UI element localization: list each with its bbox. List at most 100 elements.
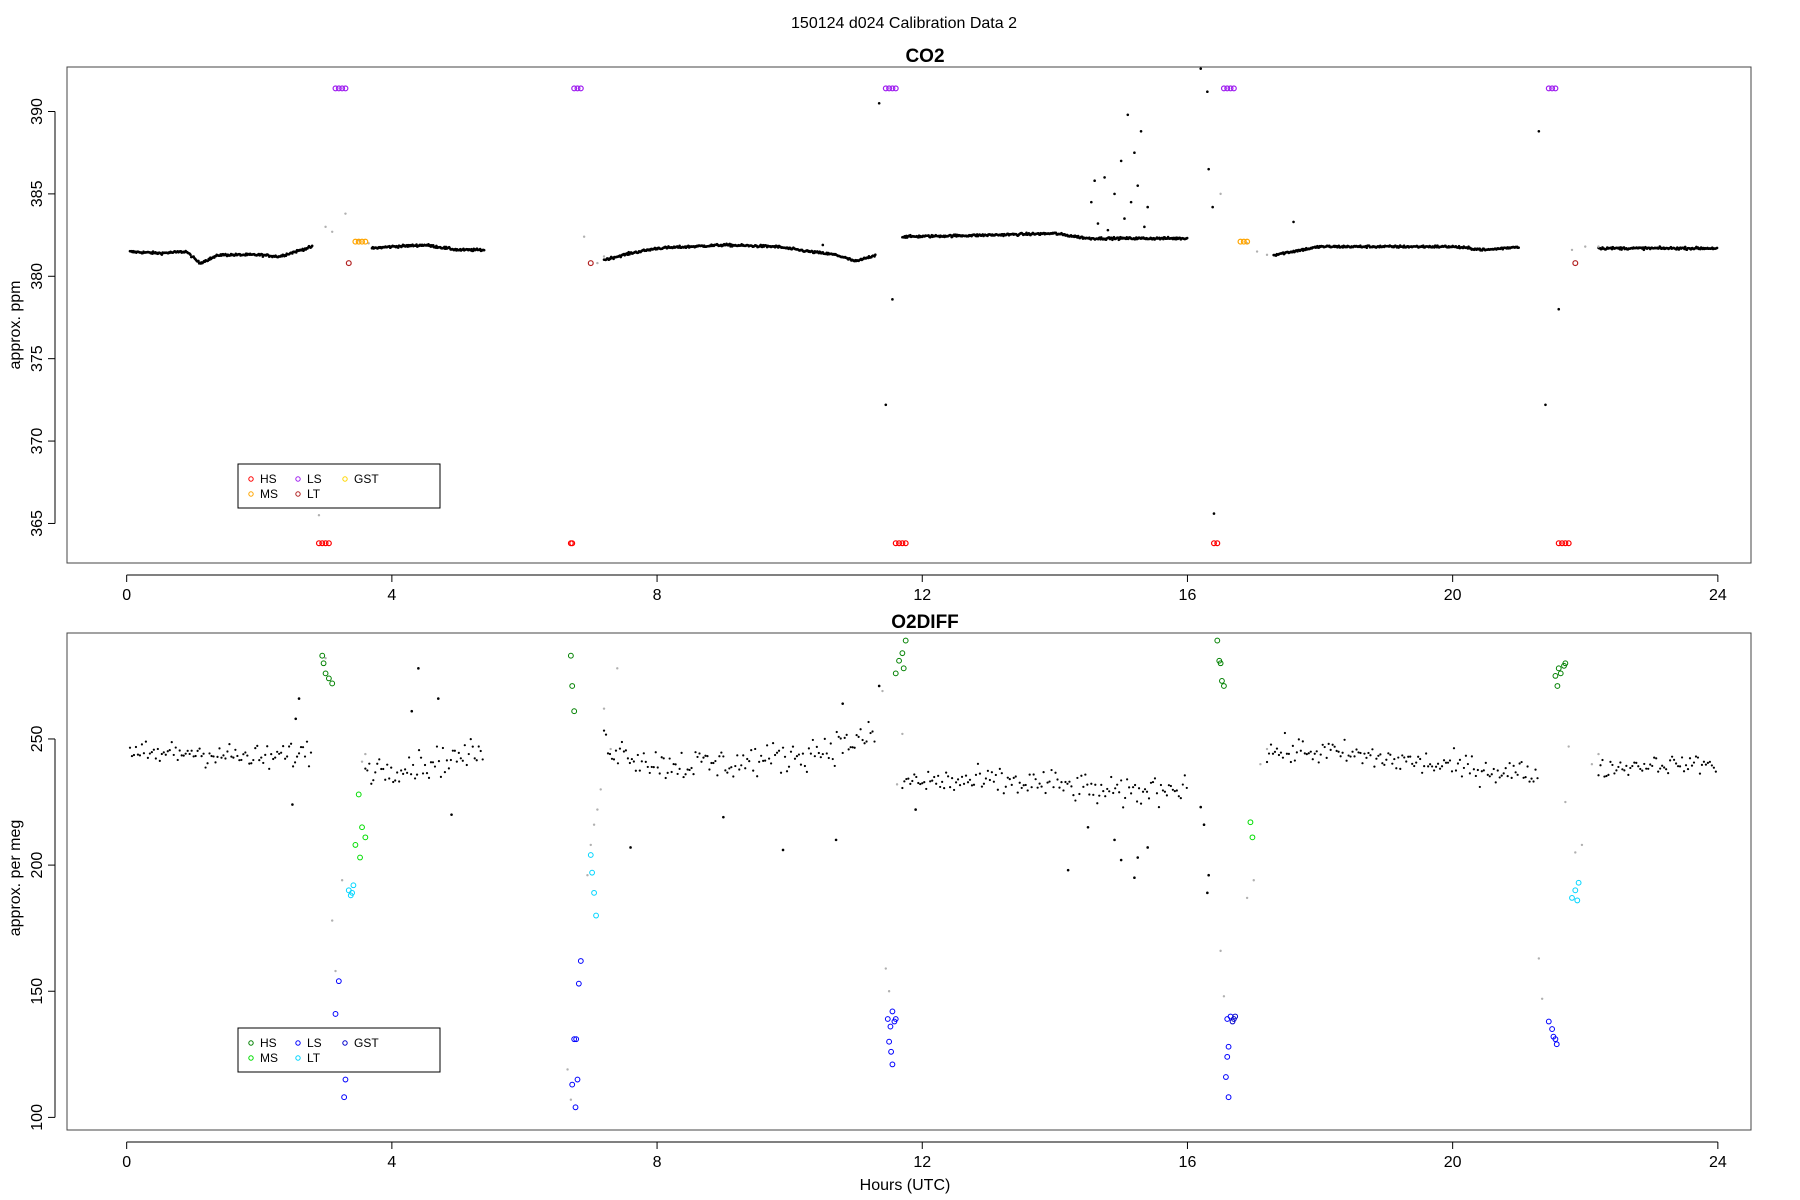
calibration-point-hs (1554, 683, 1561, 689)
sample-point (726, 771, 729, 774)
sample-point (1153, 777, 1157, 780)
outlier-point (841, 702, 845, 705)
sample-point (1293, 759, 1296, 762)
sample-point (1022, 784, 1025, 787)
sample-point (1706, 761, 1710, 764)
sample-point (469, 737, 472, 741)
sample-point (773, 753, 777, 757)
outlier-point (877, 101, 881, 105)
sample-point (402, 772, 405, 775)
sample-point (188, 752, 191, 756)
sample-point (696, 755, 699, 759)
figure-title: 150124 d024 Calibration Data 2 (791, 15, 1017, 32)
sample-point (1291, 744, 1294, 747)
sample-point (1411, 762, 1414, 765)
sample-point (939, 785, 942, 789)
calibration-point-hs (319, 540, 326, 547)
sample-point (274, 756, 277, 759)
sample-point (301, 746, 305, 749)
sample-point (1014, 775, 1017, 778)
sample-point (1313, 752, 1316, 755)
calibration-point-ms (355, 238, 362, 245)
sample-point (708, 768, 711, 771)
sample-point (1267, 752, 1271, 755)
y-tick-label: 375 (29, 345, 46, 372)
sample-point (1169, 784, 1172, 788)
flush-point (340, 879, 344, 882)
co2-panel: CO2 approx. ppm 0 4 8 12 16 20 24 365 370 375 380 3… (7, 46, 1752, 604)
sample-point (1710, 764, 1713, 767)
o2diff-xlabel: Hours (UTC) (860, 1177, 951, 1194)
sample-point (176, 758, 179, 762)
outlier-point (1119, 858, 1123, 862)
sample-point (425, 772, 429, 775)
sample-point (1690, 764, 1694, 767)
sample-point (1000, 772, 1003, 775)
sample-point (309, 751, 313, 754)
sample-point (1415, 761, 1418, 764)
y-tick-label: 150 (29, 978, 46, 1005)
sample-point (1008, 778, 1011, 781)
sample-point (690, 766, 693, 770)
sample-point (919, 782, 922, 786)
flush-point (317, 514, 321, 517)
flush-point (330, 919, 334, 922)
sample-point (1502, 772, 1505, 775)
outlier-point (436, 697, 440, 700)
co2-title: CO2 (905, 46, 944, 67)
sample-point (196, 749, 199, 752)
legend-label-ls: LS (307, 1036, 322, 1050)
sample-point (1175, 789, 1178, 792)
outlier-point (1133, 151, 1136, 154)
sample-point (624, 749, 628, 752)
sample-point (197, 259, 200, 263)
sample-point (404, 768, 407, 771)
calibration-point-ms (1249, 834, 1256, 841)
sample-point (915, 775, 918, 779)
sample-point (692, 773, 695, 776)
sample-point (1307, 752, 1310, 755)
sample-point (1279, 751, 1283, 754)
sample-point (831, 757, 834, 761)
calibration-point-hs (325, 540, 332, 547)
sample-point (970, 784, 974, 787)
sample-point (1653, 756, 1656, 759)
sample-point (152, 748, 155, 751)
sample-point (1285, 752, 1289, 755)
sample-point (728, 767, 731, 770)
flush-point (1580, 843, 1584, 847)
sample-point (413, 777, 417, 780)
sample-point (1086, 783, 1089, 786)
sample-point (716, 774, 719, 777)
flush-point (1574, 851, 1577, 854)
sample-point (1335, 749, 1338, 752)
sample-point (825, 752, 828, 755)
flush-point (1259, 762, 1262, 766)
calibration-point-hs (1214, 540, 1221, 547)
sample-point (764, 759, 767, 762)
sample-point (1373, 765, 1376, 768)
calibration-point-ls (1545, 1018, 1552, 1025)
outlier-point (297, 697, 301, 700)
sample-point (698, 752, 701, 755)
calibration-point-ls (888, 1048, 894, 1055)
sample-point (1385, 758, 1388, 761)
sample-point (1655, 757, 1658, 760)
sample-point (1046, 781, 1049, 784)
sample-point (672, 762, 675, 766)
sample-point (1365, 246, 1369, 250)
sample-point (1494, 781, 1497, 784)
sample-point (958, 783, 962, 787)
sample-point (652, 766, 655, 769)
calibration-point-ls (1223, 1074, 1229, 1080)
outlier-point (1207, 167, 1210, 171)
sample-point (1056, 778, 1059, 781)
outlier-point (1106, 228, 1110, 232)
calibration-point-hs (322, 540, 329, 547)
sample-point (1339, 755, 1342, 758)
flush-point (1265, 253, 1269, 257)
sample-point (907, 777, 910, 780)
sample-point (1641, 769, 1644, 772)
sample-point (1528, 780, 1531, 783)
outlier-point (1206, 90, 1209, 94)
